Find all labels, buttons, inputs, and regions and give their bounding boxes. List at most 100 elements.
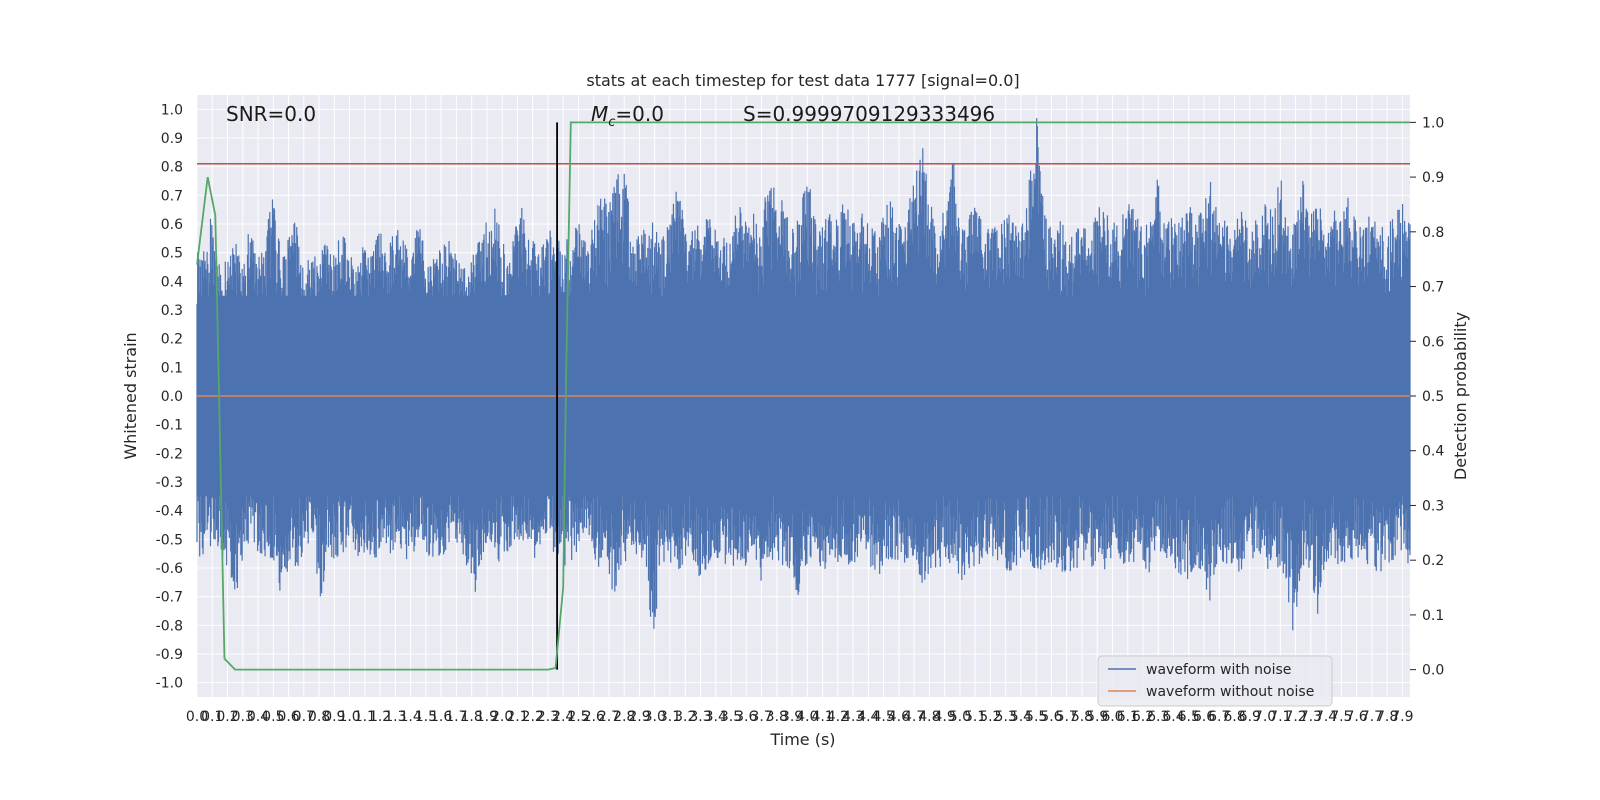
x-tick-label: 7.7 [1361, 709, 1383, 725]
x-tick-label: 0.1 [201, 709, 223, 725]
x-tick-label: 1.9 [476, 709, 498, 725]
x-axis-label: Time (s) [769, 730, 835, 749]
mc-symbol: M [591, 102, 608, 126]
x-tick-label: 5.3 [995, 709, 1017, 725]
x-tick-label: 6.8 [1223, 709, 1245, 725]
x-tick-label: 4.2 [827, 709, 849, 725]
x-tick-label: 3.9 [781, 709, 803, 725]
x-tick-label: 3.1 [659, 709, 681, 725]
x-tick-label: 5.1 [964, 709, 986, 725]
x-tick-label: 0.4 [247, 709, 269, 725]
x-tick-label: 4.6 [888, 709, 910, 725]
x-tick-label: 0.2 [216, 709, 238, 725]
x-tick-label: 1.5 [415, 709, 437, 725]
x-tick-label: 3.2 [674, 709, 696, 725]
x-tick-label: 3.5 [720, 709, 742, 725]
detection-probability-line [196, 121, 1410, 671]
x-tick-label: 0.8 [308, 709, 330, 725]
x-tick-label: 1.3 [384, 709, 406, 725]
x-tick-label: 0.3 [232, 709, 254, 725]
x-tick-label: 6.7 [1208, 709, 1230, 725]
y-tick-label-right: 0.4 [1422, 444, 1444, 460]
x-tick-label: 1.1 [354, 709, 376, 725]
x-tick-label: 5.6 [1040, 709, 1062, 725]
x-tick-label: 6.2 [1132, 709, 1154, 725]
x-tick-label: 0.7 [293, 709, 315, 725]
x-tick-label: 6.1 [1117, 709, 1139, 725]
y-tick-label-left: -0.7 [156, 590, 183, 606]
y-tick-label-left: -0.3 [156, 475, 183, 491]
x-tick-label: 2.6 [583, 709, 605, 725]
y-tick-label-left: 0.3 [161, 303, 183, 319]
y-axis-label-right: Detection probability [1451, 312, 1470, 480]
y-tick-label-right: 0.1 [1422, 608, 1444, 624]
x-tick-label: 7.2 [1284, 709, 1306, 725]
x-tick-label: 3.8 [766, 709, 788, 725]
y-tick-label-left: -0.4 [156, 504, 183, 520]
x-tick-label: 4.9 [934, 709, 956, 725]
x-tick-label: 7.4 [1315, 709, 1337, 725]
chart-title: stats at each timestep for test data 177… [586, 71, 1019, 90]
x-tick-label: 1.7 [445, 709, 467, 725]
x-tick-label: 2.5 [567, 709, 589, 725]
x-tick-label: 1.6 [430, 709, 452, 725]
y-tick-label-right: 0.6 [1422, 334, 1444, 350]
y-tick-label-left: 0.8 [161, 160, 183, 176]
x-tick-label: 4.7 [903, 709, 925, 725]
x-tick-label: 7.6 [1345, 709, 1367, 725]
y-tick-label-right: 0.0 [1422, 663, 1444, 679]
x-tick-label: 4.0 [796, 709, 818, 725]
x-tick-label: 5.4 [1010, 709, 1032, 725]
y-tick-label-left: -0.5 [156, 532, 183, 548]
y-tick-label-left: -0.1 [156, 418, 183, 434]
x-tick-label: 2.1 [506, 709, 528, 725]
y-tick-label-left: -0.8 [156, 618, 183, 634]
y-tick-label-right: 0.2 [1422, 553, 1444, 569]
legend-label-clean: waveform without noise [1146, 684, 1314, 700]
x-tick-label: 6.3 [1147, 709, 1169, 725]
mc-value: =0.0 [615, 102, 664, 126]
x-tick-label: 7.0 [1254, 709, 1276, 725]
x-tick-label: 2.8 [613, 709, 635, 725]
x-tick-label: 6.4 [1162, 709, 1184, 725]
x-tick-label: 2.3 [537, 709, 559, 725]
y-tick-label-right: 1.0 [1422, 115, 1444, 131]
x-tick-label: 3.7 [750, 709, 772, 725]
y-tick-label-left: 0.7 [161, 188, 183, 204]
x-tick-label: 5.8 [1071, 709, 1093, 725]
x-tick-label: 5.0 [949, 709, 971, 725]
x-tick-label: 0.0 [186, 709, 208, 725]
x-tick-label: 6.6 [1193, 709, 1215, 725]
legend-label-noise: waveform with noise [1146, 662, 1291, 678]
y-tick-label-left: -1.0 [156, 676, 183, 692]
x-tick-label: 4.5 [872, 709, 894, 725]
x-tick-label: 1.0 [338, 709, 360, 725]
x-tick-label: 4.1 [811, 709, 833, 725]
x-tick-label: 6.0 [1101, 709, 1123, 725]
snr-annotation: SNR=0.0 [226, 102, 316, 126]
x-tick-label: 2.4 [552, 709, 574, 725]
y-tick-label-left: 0.1 [161, 360, 183, 376]
legend: waveform with noise waveform without noi… [1097, 655, 1333, 707]
y-tick-label-left: 0.2 [161, 332, 183, 348]
y-tick-label-right: 0.8 [1422, 225, 1444, 241]
y-tick-label-left: 0.6 [161, 217, 183, 233]
x-tick-label: 1.2 [369, 709, 391, 725]
y-axis-label-left: Whitened strain [121, 332, 140, 459]
x-tick-label: 0.5 [262, 709, 284, 725]
x-tick-label: 6.5 [1178, 709, 1200, 725]
x-tick-label: 7.3 [1300, 709, 1322, 725]
x-tick-label: 3.0 [644, 709, 666, 725]
y-tick-label-left: 0.5 [161, 246, 183, 262]
legend-box [1097, 655, 1333, 707]
tick-layer: 0.00.10.20.30.40.50.60.70.80.91.01.11.21… [156, 102, 1445, 725]
y-tick-label-right: 0.7 [1422, 280, 1444, 296]
x-tick-label: 5.2 [979, 709, 1001, 725]
x-tick-label: 1.4 [399, 709, 421, 725]
x-tick-label: 2.9 [628, 709, 650, 725]
x-tick-label: 2.0 [491, 709, 513, 725]
x-tick-label: 4.8 [918, 709, 940, 725]
x-tick-label: 7.1 [1269, 709, 1291, 725]
x-tick-label: 0.9 [323, 709, 345, 725]
